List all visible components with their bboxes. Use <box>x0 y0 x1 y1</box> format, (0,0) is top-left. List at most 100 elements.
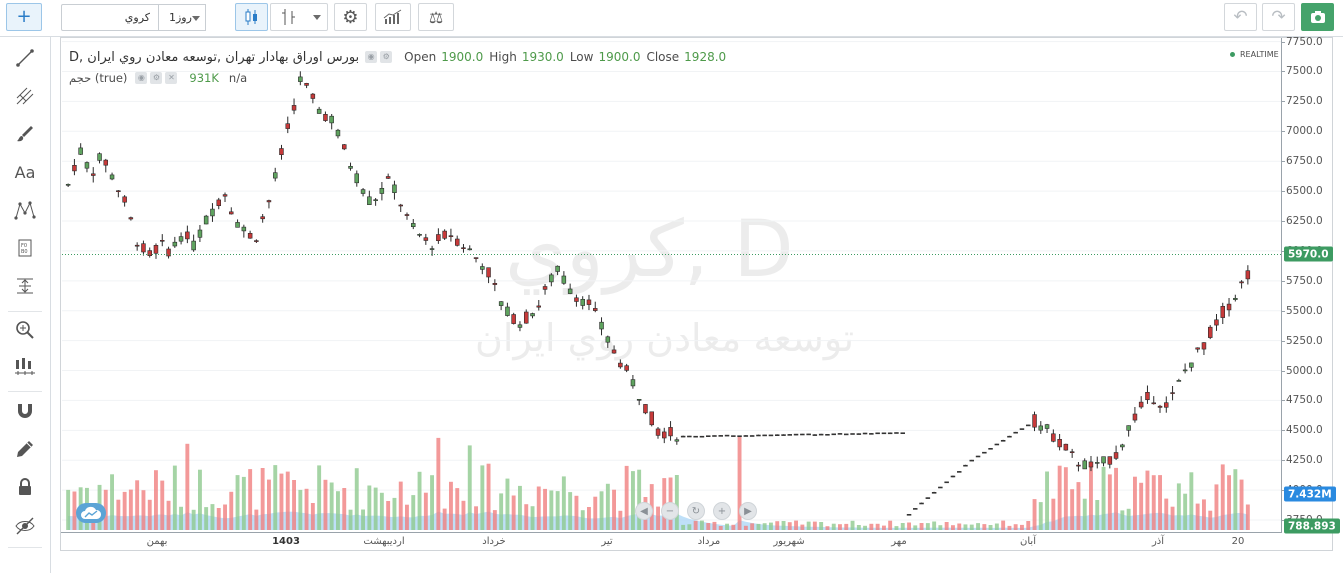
zoom-out-button[interactable]: − <box>661 502 679 520</box>
scroll-right-button[interactable]: ▶ <box>739 502 757 520</box>
text-tool[interactable]: Aa <box>8 157 42 187</box>
volume-bar <box>656 506 660 530</box>
trend-line-tool[interactable] <box>8 43 42 73</box>
candle <box>160 234 165 247</box>
pencil-icon <box>17 441 33 457</box>
legend-settings-icon[interactable]: ⚙ <box>380 51 393 63</box>
volume-bar <box>1082 498 1087 530</box>
volume-bar <box>637 469 642 530</box>
candle <box>906 513 912 516</box>
drawing-toolbar: Aa F0 B0 <box>0 37 51 573</box>
candle <box>862 432 868 435</box>
legend-hide-icon[interactable]: ◉ <box>365 51 378 63</box>
indicators-caret-icon <box>313 15 321 20</box>
hide-drawings-tool[interactable] <box>8 511 42 541</box>
volume-settings-icon[interactable]: ⚙ <box>150 72 163 84</box>
magnet-tool[interactable] <box>8 395 42 425</box>
candle <box>373 198 378 206</box>
volume-remove-icon[interactable]: ✕ <box>165 72 178 84</box>
realtime-dot-icon <box>1230 52 1235 57</box>
volume-bar <box>875 523 880 530</box>
volume-study-label: حجم (true) <box>69 71 128 85</box>
volume-legend: حجم (true) ◉ ⚙ ✕ 931K n/a <box>69 70 247 86</box>
candle <box>260 214 265 223</box>
redo-button[interactable]: ↷ <box>1262 3 1295 31</box>
candle <box>831 433 836 436</box>
zoom-in-tool[interactable] <box>8 315 42 345</box>
candle <box>97 152 102 164</box>
volume-bar <box>775 521 780 530</box>
volume-bar <box>379 492 384 530</box>
brush-tool[interactable] <box>8 119 42 149</box>
volume-bar <box>185 443 190 530</box>
candle <box>881 432 887 435</box>
candle <box>341 144 347 151</box>
camera-icon <box>1310 11 1325 23</box>
lock-drawings-tool[interactable] <box>8 472 42 502</box>
volume-bar <box>398 481 403 530</box>
crosshair-tool-button[interactable]: + <box>6 3 42 31</box>
volume-bar <box>72 491 77 530</box>
scroll-left-button[interactable]: ◀ <box>635 502 653 520</box>
undo-icon: ↶ <box>1233 7 1248 27</box>
interval-label: 1روز <box>169 11 192 24</box>
candle <box>806 433 811 436</box>
pitchfork-icon <box>16 87 34 105</box>
volume-bar <box>135 480 140 530</box>
screenshot-button[interactable] <box>1301 3 1334 31</box>
volume-bar <box>260 468 265 530</box>
volume-bar <box>932 521 937 530</box>
volume-bar <box>223 504 227 530</box>
candles-style-button[interactable] <box>235 3 268 31</box>
price-tick: 7000.0 <box>1282 125 1323 138</box>
volume-hide-icon[interactable]: ◉ <box>135 72 148 84</box>
series-title: بورس اوراق بهادار تهران ,توسعه معادن روي… <box>69 49 360 65</box>
volume-bar <box>267 479 271 530</box>
volume-bar <box>179 506 183 530</box>
candle <box>467 245 472 251</box>
candle <box>994 443 1000 446</box>
volume-bar <box>781 521 786 530</box>
candle <box>1076 462 1081 472</box>
candle-ruler-icon <box>15 358 35 375</box>
candle <box>448 228 454 242</box>
candle <box>367 190 372 206</box>
compare-button[interactable]: ⚖ <box>418 3 454 31</box>
candle <box>329 114 334 130</box>
candle <box>1226 298 1232 317</box>
chart-pane[interactable] <box>60 37 1333 551</box>
drawing-mode-tool[interactable] <box>8 434 42 464</box>
candle <box>950 475 956 478</box>
pitchfork-tool[interactable] <box>8 81 42 111</box>
indicators-button[interactable] <box>270 3 328 31</box>
volume-bar <box>147 499 152 530</box>
undo-button[interactable]: ↶ <box>1224 3 1257 31</box>
volume-bar <box>693 520 698 530</box>
candle <box>818 433 824 436</box>
trend-line-icon <box>16 49 34 67</box>
volume-bar <box>367 485 372 530</box>
volume-bar <box>66 489 71 530</box>
fibonacci-tool[interactable]: F0 B0 <box>8 233 42 263</box>
time-label: ارديبهشت <box>363 536 405 547</box>
zoom-in-button[interactable]: + <box>713 502 731 520</box>
candle <box>473 257 479 263</box>
measure-tool[interactable] <box>8 271 42 301</box>
volume-bar <box>198 469 202 530</box>
candle <box>153 243 159 259</box>
candle <box>1214 314 1219 331</box>
pattern-tool[interactable] <box>8 195 42 225</box>
time-axis[interactable]: بهمن 1403 ارديبهشت خرداد تير مرداد شهريور مهر آب… <box>61 532 1281 551</box>
candle <box>1057 434 1062 451</box>
symbol-search-input[interactable] <box>61 4 159 31</box>
reset-chart-button[interactable]: ↻ <box>687 502 705 520</box>
candle-ruler-tool[interactable] <box>8 351 42 381</box>
settings-button[interactable]: ⚙ <box>334 3 367 31</box>
interval-selector[interactable]: 1روز <box>159 4 206 31</box>
volume-bar <box>951 525 955 530</box>
price-axis[interactable]: 7750.0 7500.0 7250.0 7000.0 6750.0 6500.0 6250… <box>1281 36 1334 533</box>
studies-button[interactable] <box>375 3 411 31</box>
chevron-right-icon: ▶ <box>744 505 752 517</box>
cloud-chart-icon <box>81 506 102 519</box>
